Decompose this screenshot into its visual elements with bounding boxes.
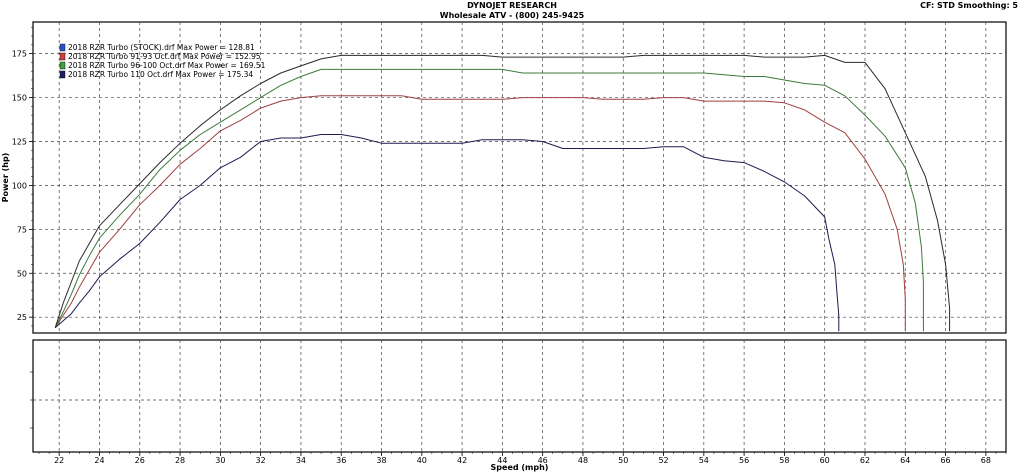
x-tick-label: 38 [376, 456, 386, 465]
y-tick-label: 75 [17, 225, 27, 234]
x-tick-label: 40 [417, 456, 427, 465]
x-tick-label: 54 [699, 456, 709, 465]
x-tick-label: 44 [497, 456, 507, 465]
x-tick-label: 50 [618, 456, 628, 465]
x-tick-label: 36 [336, 456, 346, 465]
x-tick-label: 34 [296, 456, 306, 465]
legend-entry-3: 2018 RZR Turbo 96-100 Oct.drf Max Power … [68, 61, 266, 70]
x-tick-label: 30 [215, 456, 225, 465]
x-tick-label: 48 [578, 456, 588, 465]
x-axis-label: Speed (mph) [491, 463, 549, 472]
x-tick-label: 26 [135, 456, 145, 465]
y-axis-label: Power (hp) [1, 153, 10, 203]
y-tick-label: 150 [12, 94, 27, 103]
x-tick-label: 32 [256, 456, 266, 465]
x-tick-label: 46 [538, 456, 548, 465]
legend-swatch-2 [59, 52, 66, 61]
y-tick-label: 125 [12, 137, 27, 146]
x-tick-label: 56 [739, 456, 749, 465]
legend-swatch-1 [59, 43, 66, 52]
series-line-2 [54, 95, 906, 332]
series-line-4 [54, 54, 951, 332]
chart-title: DYNOJET RESEARCH [467, 1, 557, 10]
settings-readout: CF: STD Smoothing: 5 [920, 1, 1018, 10]
y-tick-label: 50 [17, 269, 27, 278]
legend-entry-2: 2018 RZR Turbo 91-93 Oct.drf Max Power =… [68, 52, 261, 61]
x-tick-label: 52 [658, 456, 668, 465]
x-tick-label: 28 [175, 456, 185, 465]
x-tick-label: 58 [779, 456, 789, 465]
x-tick-label: 62 [860, 456, 870, 465]
x-tick-label: 64 [900, 456, 910, 465]
x-tick-label: 42 [457, 456, 467, 465]
series-line-3 [54, 68, 924, 332]
power-plot-frame [32, 21, 1007, 334]
x-tick-label: 22 [54, 456, 64, 465]
x-tick-label: 66 [940, 456, 950, 465]
series-line-1 [54, 134, 840, 332]
legend-entry-4: 2018 RZR Turbo 110 Oct.drf Max Power = 1… [68, 70, 253, 79]
y-tick-label: 25 [17, 313, 27, 322]
y-tick-label: 175 [12, 50, 27, 59]
chart-subtitle: Wholesale ATV - (800) 245-9425 [439, 11, 585, 20]
legend-entry-1: 2018 RZR Turbo (STOCK).drf Max Power = 1… [68, 43, 255, 52]
x-tick-label: 68 [981, 456, 991, 465]
x-tick-label: 60 [820, 456, 830, 465]
chart-header: DYNOJET RESEARCH Wholesale ATV - (800) 2… [0, 1, 1024, 21]
y-tick-label: 100 [12, 181, 27, 190]
legend-swatch-4 [59, 70, 66, 79]
lower-plot-frame [32, 339, 1007, 453]
x-tick-label: 24 [94, 456, 104, 465]
legend-swatch-3 [59, 61, 66, 70]
